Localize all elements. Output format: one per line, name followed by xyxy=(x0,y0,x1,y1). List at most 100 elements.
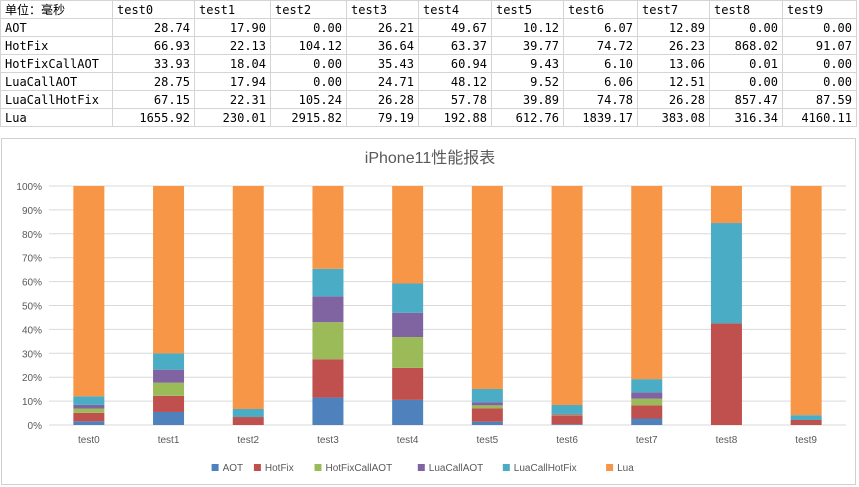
table-cell[interactable]: 0.01 xyxy=(709,54,783,73)
row-label[interactable]: HotFixCallAOT xyxy=(0,54,113,73)
legend-label-AOT[interactable]: AOT xyxy=(223,463,244,474)
legend-label-HotFix[interactable]: HotFix xyxy=(265,463,294,474)
column-header-test0[interactable]: test0 xyxy=(112,0,195,19)
bar-test2-Lua[interactable] xyxy=(232,186,264,409)
bar-test7-HotFixCallAOT[interactable] xyxy=(631,398,663,406)
bar-test8-Lua[interactable] xyxy=(710,186,742,224)
table-cell[interactable]: 74.72 xyxy=(563,36,638,55)
bar-test7-LuaCallHotFix[interactable] xyxy=(631,379,663,393)
bar-test0-HotFixCallAOT[interactable] xyxy=(73,408,105,413)
table-cell[interactable]: 36.64 xyxy=(346,36,419,55)
table-cell[interactable]: 24.71 xyxy=(346,72,419,91)
table-cell[interactable]: 857.47 xyxy=(709,90,783,109)
table-cell[interactable]: 0.00 xyxy=(709,72,783,91)
bar-test7-Lua[interactable] xyxy=(631,186,663,380)
table-corner-cell[interactable]: 单位：毫秒 xyxy=(0,0,113,19)
bar-test7-AOT[interactable] xyxy=(631,418,663,425)
bar-test0-LuaCallHotFix[interactable] xyxy=(73,396,105,405)
column-header-test2[interactable]: test2 xyxy=(270,0,347,19)
table-cell[interactable]: 12.89 xyxy=(637,18,710,37)
bar-test1-AOT[interactable] xyxy=(153,411,185,425)
bar-test4-HotFixCallAOT[interactable] xyxy=(392,337,424,368)
table-cell[interactable]: 74.78 xyxy=(563,90,638,109)
table-cell[interactable]: 49.67 xyxy=(418,18,492,37)
table-cell[interactable]: 6.06 xyxy=(563,72,638,91)
column-header-test5[interactable]: test5 xyxy=(491,0,564,19)
column-header-test7[interactable]: test7 xyxy=(637,0,710,19)
table-cell[interactable]: 60.94 xyxy=(418,54,492,73)
row-label[interactable]: AOT xyxy=(0,18,113,37)
table-cell[interactable]: 63.37 xyxy=(418,36,492,55)
bar-test7-HotFix[interactable] xyxy=(631,405,663,419)
table-cell[interactable]: 48.12 xyxy=(418,72,492,91)
legend-label-Lua[interactable]: Lua xyxy=(617,463,634,474)
bar-test6-Lua[interactable] xyxy=(551,186,583,406)
bar-test3-AOT[interactable] xyxy=(312,397,344,425)
bar-test2-LuaCallHotFix[interactable] xyxy=(232,408,264,418)
table-cell[interactable]: 57.78 xyxy=(418,90,492,109)
table-cell[interactable]: 0.00 xyxy=(782,18,857,37)
column-header-test3[interactable]: test3 xyxy=(346,0,419,19)
row-label[interactable]: HotFix xyxy=(0,36,113,55)
bar-test5-HotFixCallAOT[interactable] xyxy=(471,405,503,409)
bar-test3-LuaCallAOT[interactable] xyxy=(312,296,344,323)
table-cell[interactable]: 9.43 xyxy=(491,54,564,73)
bar-test4-Lua[interactable] xyxy=(392,186,424,284)
bar-test9-HotFix[interactable] xyxy=(790,419,822,425)
bar-test9-Lua[interactable] xyxy=(790,186,822,416)
table-cell[interactable]: 35.43 xyxy=(346,54,419,73)
bar-test6-LuaCallHotFix[interactable] xyxy=(551,405,583,414)
bar-test0-LuaCallAOT[interactable] xyxy=(73,404,105,409)
table-cell[interactable]: 28.75 xyxy=(112,72,195,91)
bar-test8-LuaCallHotFix[interactable] xyxy=(710,223,742,324)
table-cell[interactable]: 26.21 xyxy=(346,18,419,37)
table-cell[interactable]: 1839.17 xyxy=(563,108,638,127)
bar-test7-LuaCallAOT[interactable] xyxy=(631,392,663,399)
table-cell[interactable]: 0.00 xyxy=(782,54,857,73)
table-cell[interactable]: 66.93 xyxy=(112,36,195,55)
table-cell[interactable]: 22.31 xyxy=(194,90,271,109)
column-header-test4[interactable]: test4 xyxy=(418,0,492,19)
row-label[interactable]: LuaCallHotFix xyxy=(0,90,113,109)
bar-test4-LuaCallHotFix[interactable] xyxy=(392,283,424,313)
bar-test5-LuaCallAOT[interactable] xyxy=(471,402,503,406)
table-cell[interactable]: 10.12 xyxy=(491,18,564,37)
table-cell[interactable]: 39.77 xyxy=(491,36,564,55)
table-cell[interactable]: 87.59 xyxy=(782,90,857,109)
table-cell[interactable]: 1655.92 xyxy=(112,108,195,127)
table-cell[interactable]: 316.34 xyxy=(709,108,783,127)
table-cell[interactable]: 17.94 xyxy=(194,72,271,91)
bar-test9-LuaCallHotFix[interactable] xyxy=(790,415,822,420)
table-cell[interactable]: 91.07 xyxy=(782,36,857,55)
bar-test6-AOT[interactable] xyxy=(551,424,583,425)
bar-test1-LuaCallAOT[interactable] xyxy=(153,369,185,383)
table-cell[interactable]: 67.15 xyxy=(112,90,195,109)
table-cell[interactable]: 18.04 xyxy=(194,54,271,73)
table-cell[interactable]: 12.51 xyxy=(637,72,710,91)
row-label[interactable]: Lua xyxy=(0,108,113,127)
bar-test3-HotFixCallAOT[interactable] xyxy=(312,322,344,360)
legend-label-LuaCallHotFix[interactable]: LuaCallHotFix xyxy=(514,463,577,474)
column-header-test1[interactable]: test1 xyxy=(194,0,271,19)
legend-label-HotFixCallAOT[interactable]: HotFixCallAOT xyxy=(326,463,393,474)
table-cell[interactable]: 28.74 xyxy=(112,18,195,37)
bar-test3-Lua[interactable] xyxy=(312,186,344,269)
table-cell[interactable]: 33.93 xyxy=(112,54,195,73)
table-cell[interactable]: 6.10 xyxy=(563,54,638,73)
table-cell[interactable]: 39.89 xyxy=(491,90,564,109)
bar-test1-LuaCallHotFix[interactable] xyxy=(153,353,185,370)
table-cell[interactable]: 230.01 xyxy=(194,108,271,127)
bar-test2-HotFix[interactable] xyxy=(232,417,264,425)
table-cell[interactable]: 0.00 xyxy=(709,18,783,37)
column-header-test8[interactable]: test8 xyxy=(709,0,783,19)
column-header-test9[interactable]: test9 xyxy=(782,0,857,19)
table-cell[interactable]: 26.28 xyxy=(346,90,419,109)
table-cell[interactable]: 4160.11 xyxy=(782,108,857,127)
bar-test6-HotFixCallAOT[interactable] xyxy=(551,414,583,416)
chart-panel[interactable]: iPhone11性能报表 0% 10% 20% 30% 40% 50% 60% 70% 80% 9… xyxy=(1,138,856,485)
row-label[interactable]: LuaCallAOT xyxy=(0,72,113,91)
table-cell[interactable]: 17.90 xyxy=(194,18,271,37)
table-cell[interactable]: 13.06 xyxy=(637,54,710,73)
table-cell[interactable]: 0.00 xyxy=(270,72,347,91)
bar-test0-HotFix[interactable] xyxy=(73,412,105,422)
